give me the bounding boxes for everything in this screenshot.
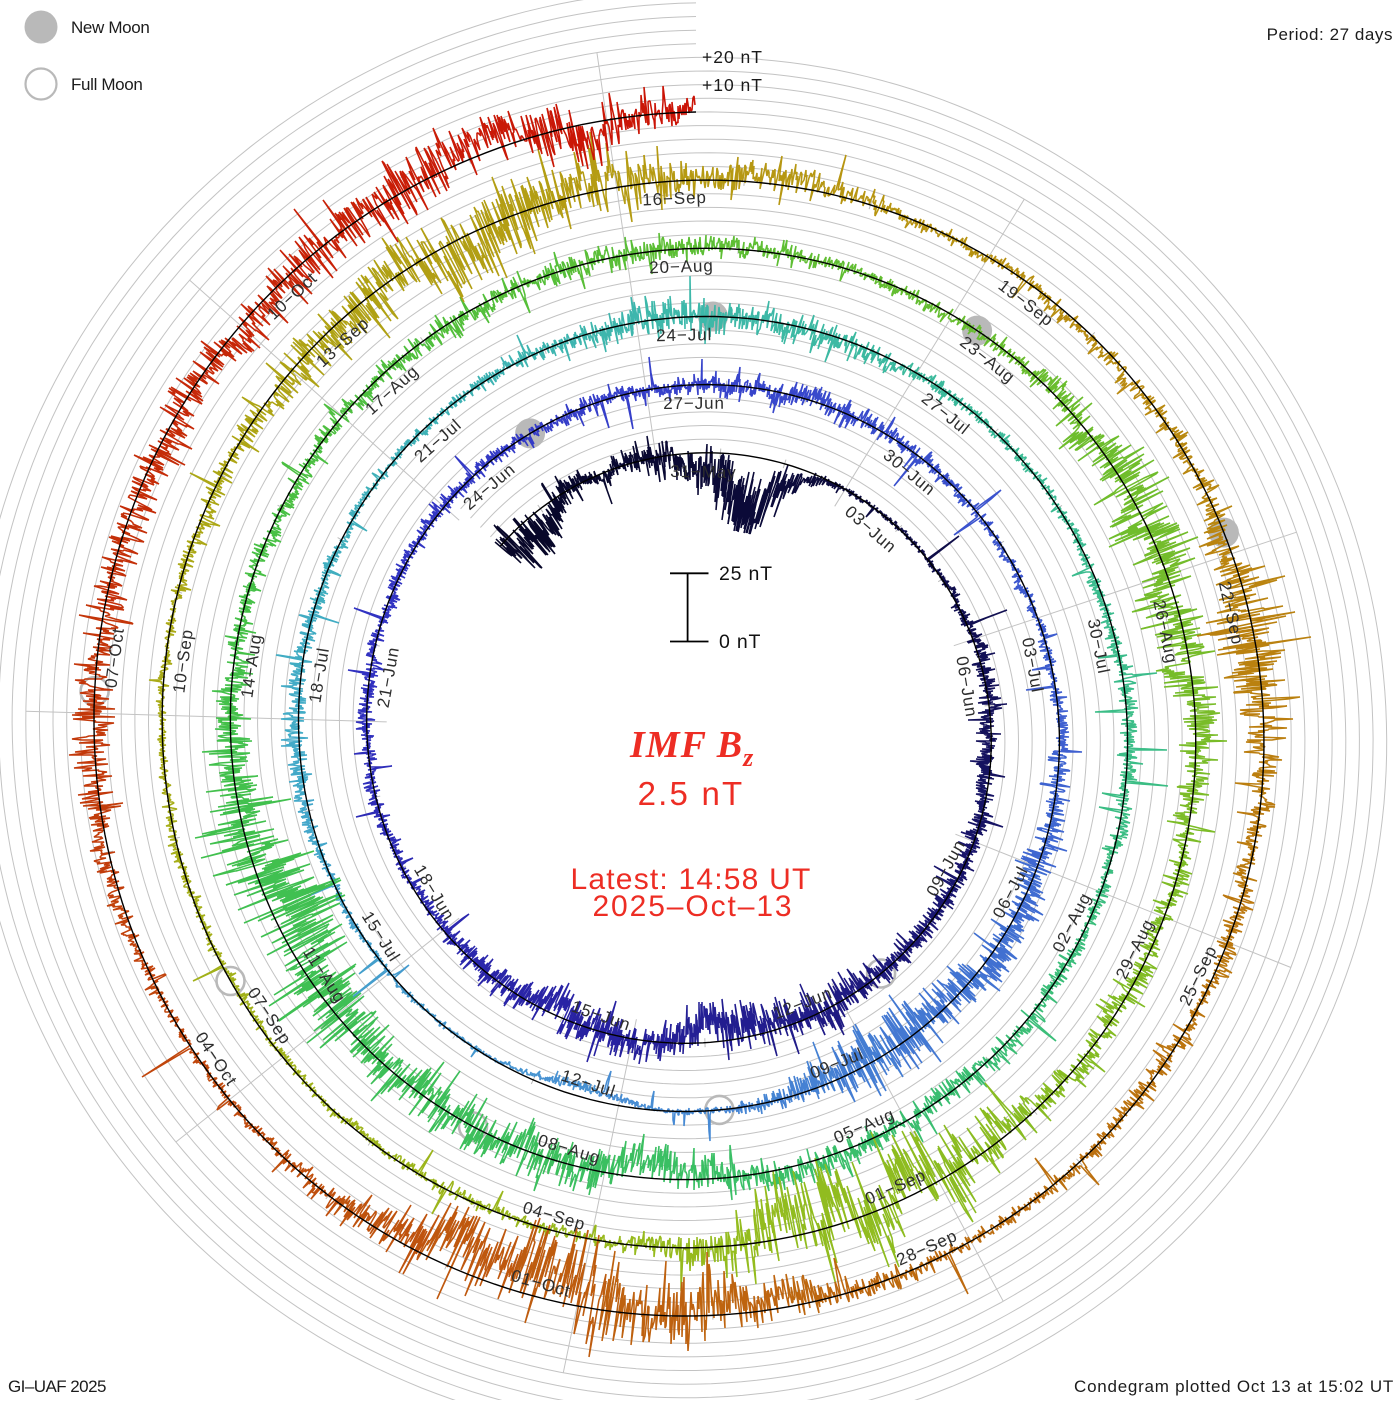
svg-text:27−Jun: 27−Jun bbox=[663, 394, 725, 413]
svg-text:+10 nT: +10 nT bbox=[702, 75, 763, 95]
svg-text:Period: 27 days: Period: 27 days bbox=[1267, 25, 1393, 44]
svg-text:24−Jul: 24−Jul bbox=[656, 325, 712, 345]
svg-text:2025–Oct–13: 2025–Oct–13 bbox=[592, 890, 793, 923]
svg-text:New Moon: New Moon bbox=[71, 18, 149, 37]
svg-text:GI–UAF 2025: GI–UAF 2025 bbox=[8, 1377, 106, 1396]
svg-text:0 nT: 0 nT bbox=[719, 631, 761, 653]
svg-text:Full Moon: Full Moon bbox=[71, 75, 143, 94]
svg-text:20−Aug: 20−Aug bbox=[649, 256, 714, 277]
svg-text:+20 nT: +20 nT bbox=[702, 47, 763, 67]
svg-text:16−Sep: 16−Sep bbox=[642, 188, 707, 210]
svg-text:25 nT: 25 nT bbox=[719, 563, 773, 585]
svg-text:Condegram plotted Oct 13 at 15: Condegram plotted Oct 13 at 15:02 UT bbox=[1074, 1377, 1394, 1396]
svg-text:IMF Bz: IMF Bz bbox=[629, 724, 754, 772]
svg-text:2.5 nT: 2.5 nT bbox=[638, 775, 745, 812]
svg-text:Latest: 14:58 UT: Latest: 14:58 UT bbox=[571, 863, 812, 896]
svg-text:31−May: 31−May bbox=[670, 462, 737, 482]
